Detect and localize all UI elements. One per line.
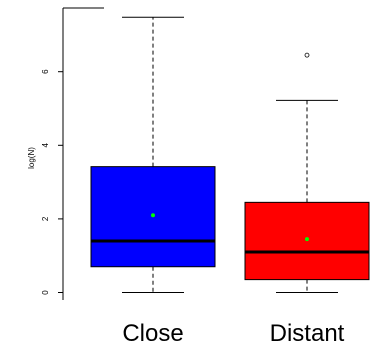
y-tick-label: 0 bbox=[41, 290, 50, 295]
y-axis-title: log(N) bbox=[27, 147, 36, 169]
y-axis: 0 2 4 6 bbox=[41, 69, 63, 295]
x-category-label: Close bbox=[122, 320, 183, 346]
y-tick-label: 6 bbox=[41, 69, 50, 74]
boxes bbox=[90, 16, 370, 293]
box-distant bbox=[244, 52, 370, 293]
y-tick-label: 2 bbox=[41, 216, 50, 221]
y-tick-label: 4 bbox=[41, 143, 50, 148]
mean-marker bbox=[305, 237, 309, 242]
box-close bbox=[90, 16, 216, 293]
outlier-point bbox=[304, 52, 310, 58]
x-category-labels: Close Distant bbox=[122, 320, 344, 346]
axes-frame bbox=[62, 7, 104, 300]
mean-marker bbox=[151, 213, 155, 218]
x-category-label: Distant bbox=[270, 320, 345, 346]
